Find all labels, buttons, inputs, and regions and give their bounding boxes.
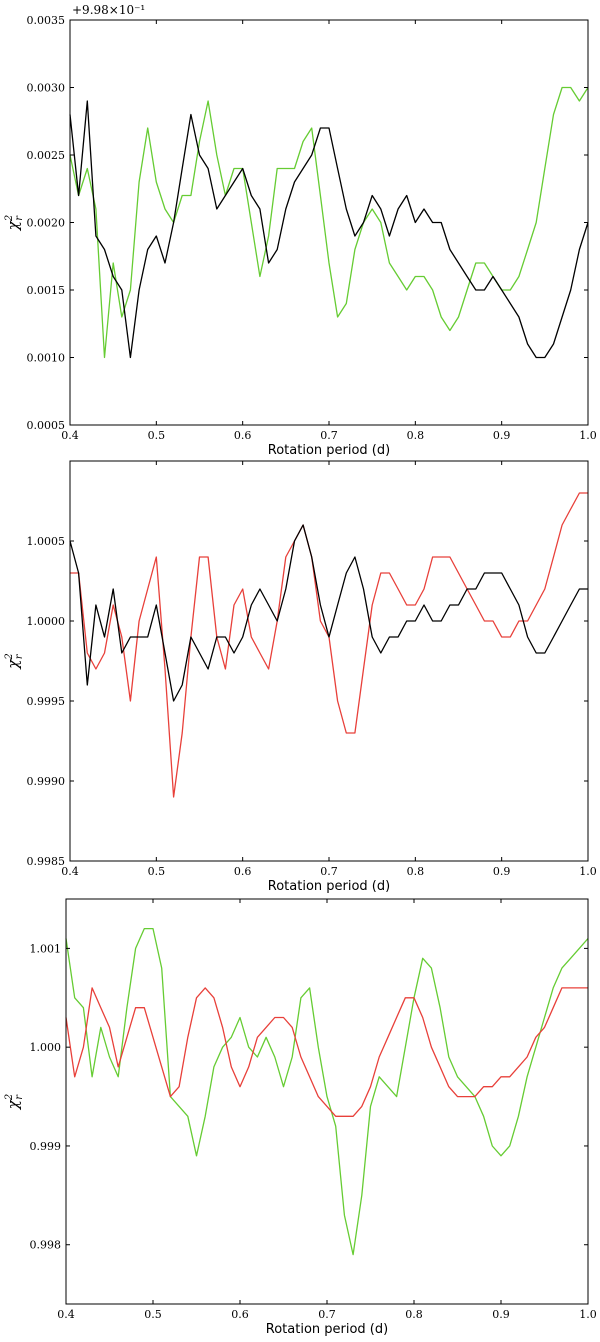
y-tick-label: 0.998 [30, 1239, 62, 1252]
x-tick-label: 1.0 [579, 865, 597, 878]
y-tick-label: 0.0025 [27, 149, 66, 162]
y-axis-label: χ2r [4, 215, 25, 231]
y-tick-label: 0.0010 [27, 352, 66, 365]
x-axis-label: Rotation period (d) [268, 443, 390, 458]
x-tick-label: 1.0 [579, 1308, 597, 1321]
x-tick-label: 0.7 [320, 429, 338, 442]
x-tick-label: 0.5 [148, 865, 166, 878]
axes-frame [69, 460, 589, 862]
y-axis-label-sub: r [14, 215, 25, 221]
x-tick-label: 0.6 [234, 865, 252, 878]
y-tick-label: 0.999 [30, 1140, 62, 1153]
y-tick-label: 1.000 [30, 1041, 62, 1054]
x-tick-label: 0.9 [493, 429, 511, 442]
series-line-2 [65, 987, 588, 1117]
x-axis-label: Rotation period (d) [266, 1322, 388, 1337]
y-tick-label: 0.9985 [27, 855, 66, 868]
y-axis-label-sub: r [14, 1094, 25, 1100]
y-tick-label: 1.001 [30, 942, 62, 955]
y-axis-label-sup: 2 [4, 1094, 15, 1101]
x-axis-label: Rotation period (d) [268, 879, 390, 894]
y-axis-label: χ2r [4, 653, 25, 669]
axes-frame [65, 898, 589, 1305]
x-tick-label: 0.9 [493, 865, 511, 878]
panel-3: 0.4 0.5 0.6 0.7 0.8 0.9 1.0 0.998 0.999 1.000 1.00… [4, 898, 597, 1337]
axes-frame [69, 19, 589, 426]
series-line-2 [69, 524, 588, 702]
y-tick-label: 1.0000 [27, 615, 66, 628]
x-tick-label: 0.4 [61, 429, 79, 442]
y-axis-label: χ2r [4, 1094, 25, 1110]
y-axis-label-sup: 2 [4, 215, 15, 222]
y-tick-label: 0.0015 [27, 284, 66, 297]
x-tick-label: 0.9 [492, 1308, 510, 1321]
x-tick-label: 0.6 [234, 429, 252, 442]
panel-1: 0.4 0.5 0.6 0.7 0.8 0.9 1.0 0.0005 0.0010 0.0015 0… [4, 3, 597, 458]
y-tick-label: 0.0035 [27, 14, 66, 27]
series-line-1 [70, 492, 588, 798]
y-axis-label-symbol: χ [4, 659, 22, 670]
y-axis-label-symbol: χ [4, 1099, 22, 1110]
panel-2: 0.4 0.5 0.6 0.7 0.8 0.9 1.0 0.9985 0.9990 0.9995 1… [4, 460, 597, 894]
y-axis-label-symbol: χ [4, 220, 22, 231]
x-tick-label: 0.7 [320, 865, 338, 878]
y-axis-label-sub: r [14, 653, 25, 659]
y-tick-label: 1.0005 [27, 535, 66, 548]
x-tick-label: 0.4 [57, 1308, 75, 1321]
x-tick-label: 0.8 [407, 429, 425, 442]
y-tick-label: 0.0030 [27, 82, 66, 95]
x-tick-label: 0.6 [231, 1308, 249, 1321]
x-tick-label: 1.0 [579, 429, 597, 442]
x-tick-label: 0.4 [61, 865, 79, 878]
x-tick-label: 0.5 [144, 1308, 162, 1321]
y-tick-label: 0.0005 [27, 419, 66, 432]
x-tick-label: 0.5 [148, 429, 166, 442]
y-tick-label: 0.0020 [27, 217, 66, 230]
y-tick-label: 0.9990 [27, 775, 66, 788]
x-tick-label: 0.7 [318, 1308, 336, 1321]
y-offset-label: +9.98×10⁻¹ [72, 3, 145, 17]
x-tick-label: 0.8 [407, 865, 425, 878]
y-axis-label-sup: 2 [4, 653, 15, 660]
series-line-2 [69, 100, 589, 359]
x-tick-label: 0.8 [405, 1308, 423, 1321]
series-line-1 [65, 927, 589, 1256]
y-tick-label: 0.9995 [27, 695, 66, 708]
